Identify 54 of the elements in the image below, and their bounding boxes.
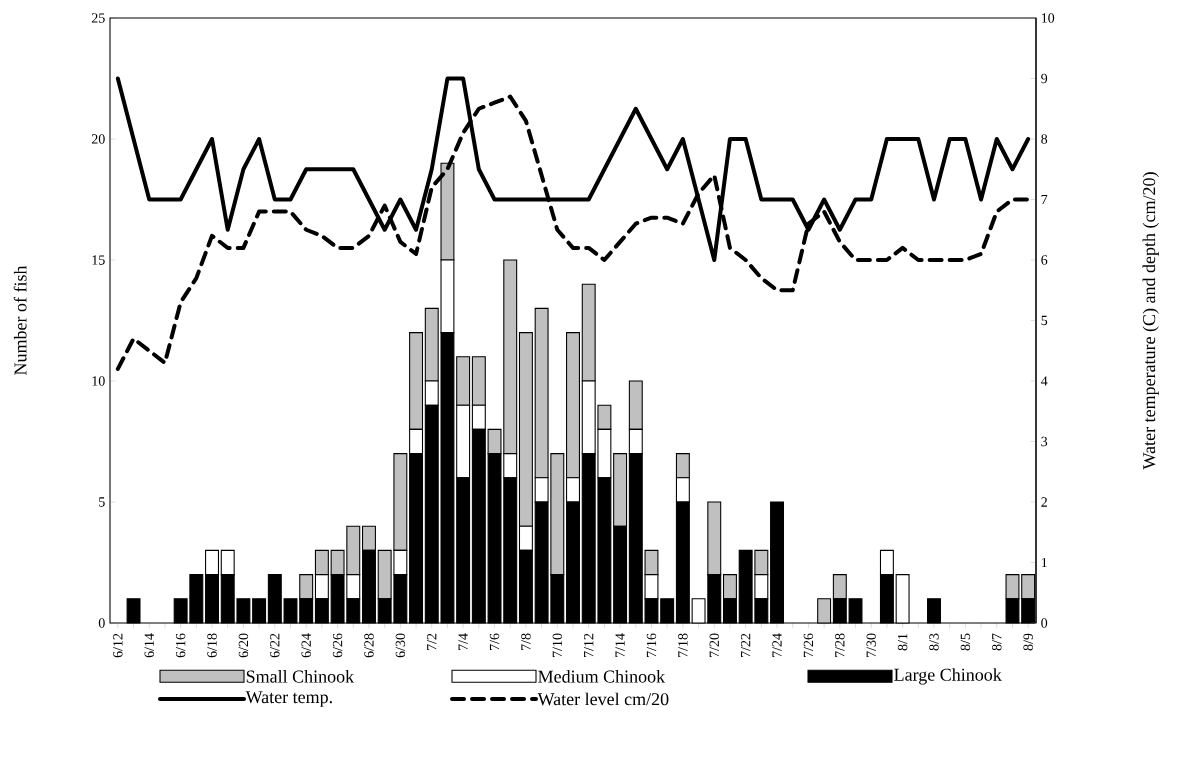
- x-tick-label: 7/2: [427, 633, 437, 651]
- legend-label: Medium Chinook: [538, 670, 666, 683]
- x-tick-label: 7/24: [772, 633, 782, 658]
- x-tick-label: 7/30: [866, 633, 876, 658]
- x-tick-label: 6/16: [175, 633, 186, 658]
- y2-tick-label: 6: [1041, 255, 1048, 265]
- x-tick-label: 6/28: [364, 633, 374, 658]
- y2-tick-label: 1: [1041, 557, 1047, 568]
- y2-tick-label: 4: [1040, 376, 1048, 386]
- x-tick-label: 8/3: [929, 633, 939, 651]
- x-tick-label: 6/18: [207, 633, 217, 658]
- y2-tick-label: 3: [1041, 436, 1048, 447]
- x-tick-label: 6/14: [144, 633, 154, 658]
- x-tick-label: 8/7: [992, 633, 1002, 651]
- x-tick-label: 6/30: [395, 633, 406, 658]
- y2-tick-label: 2: [1041, 497, 1047, 507]
- x-tick-label: 6/26: [332, 633, 343, 658]
- x-tick-label: 7/18: [678, 633, 688, 658]
- y-tick-label: 25: [91, 13, 105, 23]
- x-tick-label: 6/22: [270, 633, 280, 658]
- x-tick-label: 7/4: [458, 633, 468, 651]
- y-tick-label: 10: [92, 376, 105, 386]
- y2-tick-label: 10: [1041, 13, 1055, 23]
- legend-label: Large Chinook: [894, 668, 1002, 685]
- x-tick-label: 7/6: [489, 633, 500, 651]
- y2-axis-title: Water temperature (C) and depth (cm/20): [1142, 172, 1159, 470]
- x-tick-label: 8/1: [897, 633, 908, 651]
- y2-tick-label: 7: [1041, 194, 1048, 205]
- legend-label: Water level cm/20: [537, 692, 669, 706]
- x-tick-label: 6/24: [301, 633, 311, 658]
- y2-tick-label: 0: [1041, 618, 1048, 628]
- y-tick-label: 0: [98, 618, 105, 628]
- x-tick-label: 7/26: [803, 633, 814, 658]
- x-tick-label: 7/12: [584, 633, 594, 658]
- x-tick-label: 8/9: [1023, 633, 1033, 651]
- y-axis-title: Number of fish: [13, 265, 27, 375]
- y-tick-label: 15: [92, 255, 105, 265]
- x-tick-label: 7/8: [521, 633, 531, 651]
- x-tick-label: 7/22: [740, 633, 751, 658]
- x-tick-label: 6/12: [113, 633, 123, 658]
- legend-label: Small Chinook: [246, 670, 355, 683]
- y2-tick-label: 8: [1041, 134, 1048, 144]
- x-tick-label: 8/5: [960, 633, 971, 651]
- x-tick-label: 7/14: [615, 633, 625, 658]
- x-tick-label: 7/20: [709, 633, 719, 658]
- y-tick-label: 5: [99, 497, 105, 507]
- y2-tick-label: 5: [1041, 315, 1048, 326]
- x-tick-label: 7/28: [835, 633, 845, 658]
- x-tick-label: 7/16: [646, 633, 657, 658]
- y2-tick-label: 9: [1041, 73, 1048, 84]
- y-tick-label: 20: [91, 134, 105, 144]
- x-tick-label: 6/20: [238, 633, 249, 658]
- legend-label: Water temp.: [245, 691, 332, 707]
- x-tick-label: 7/10: [552, 633, 563, 658]
